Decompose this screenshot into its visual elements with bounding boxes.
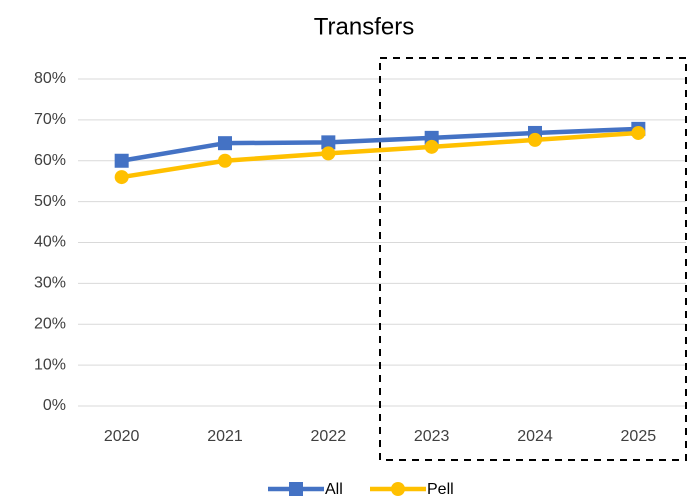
y-tick-label: 10% [34,356,66,373]
y-tick-label: 60% [34,152,66,169]
series-line [121,126,639,163]
y-tick-label: 70% [34,111,66,128]
y-tick-label: 30% [34,275,66,292]
y-tick-label: 0% [43,397,66,414]
y-tick-label: 20% [34,315,66,332]
series-line [121,130,639,180]
grid [78,78,686,407]
legend-marker [289,482,303,496]
legend-label: All [325,481,343,498]
marker [218,136,232,151]
marker [218,153,232,168]
chart-title: Transfers [314,13,414,40]
x-tick-label: 2024 [517,428,553,445]
x-tick-label: 2020 [104,428,140,445]
y-tick-label: 40% [34,234,66,251]
marker [528,132,542,147]
marker [321,146,336,161]
y-tick-label: 50% [34,193,66,210]
x-tick-label: 2023 [414,428,450,445]
marker [424,139,439,154]
marker [114,153,129,168]
y-tick-label: 80% [34,70,66,87]
x-tick-label: 2025 [621,428,657,445]
x-tick-label: 2021 [207,428,243,445]
forecast-box [379,57,687,461]
marker [631,125,646,140]
marker [114,170,129,185]
marker [321,135,336,150]
legend-marker [391,482,405,496]
legend-label: Pell [427,481,454,498]
x-tick-label: 2022 [311,428,347,445]
